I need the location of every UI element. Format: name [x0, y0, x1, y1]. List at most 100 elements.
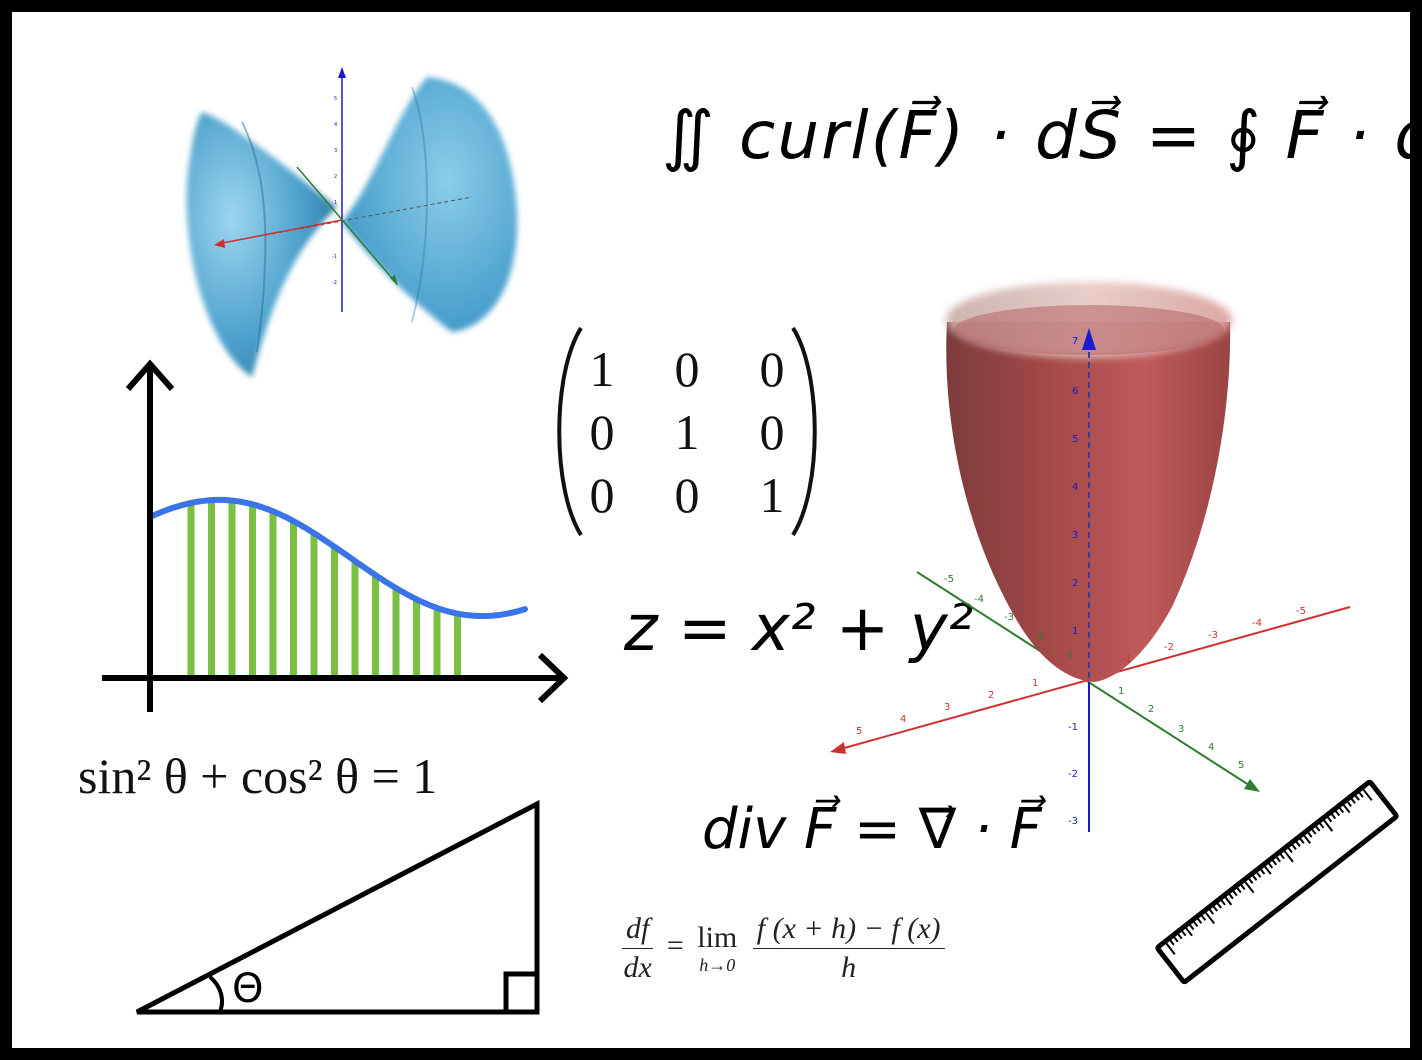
angle-arc: [208, 975, 224, 1015]
lhs-numerator: df: [622, 912, 654, 949]
rhs-numerator: f (x + h) − f (x): [752, 912, 945, 949]
hb-z-tick: 3: [334, 148, 337, 154]
ruler-tick: [1270, 857, 1278, 866]
z-tick: 2: [1072, 578, 1078, 589]
ruler-tick: [1333, 808, 1341, 817]
right-triangle: Θ: [135, 799, 540, 1015]
x-tick: 5: [856, 726, 862, 737]
riemann-bar: [228, 500, 236, 678]
triangle-outline: [135, 799, 540, 1015]
x-tick: -3: [1208, 630, 1218, 641]
rhs-fraction: f (x + h) − f (x) h: [752, 912, 945, 985]
ruler-tick: [1187, 922, 1195, 931]
ruler-tick: [1199, 913, 1207, 921]
ruler-tick: [1282, 848, 1294, 863]
matrix-cell: 1: [759, 467, 785, 523]
hb-z-tick: -2: [332, 280, 337, 286]
ruler-tick: [1168, 937, 1175, 946]
ruler-tick: [1361, 787, 1373, 801]
ruler-tick: [1239, 882, 1246, 891]
ruler-tick: [1309, 827, 1317, 835]
y-tick: 3: [1178, 724, 1184, 735]
y-tick: -1: [1064, 650, 1074, 661]
z-tick: -3: [1068, 816, 1078, 827]
stokes-theorem: ∬ curl(F⃗) · dS⃗ = ∮ F⃗ · dr⃗: [662, 97, 1422, 174]
hyperboloid-left-lobe: [186, 112, 337, 377]
identity-matrix: 1 0 0 0 1 0 0 0 1: [547, 324, 827, 539]
limit: lim h→0: [697, 921, 737, 976]
ruler-tick: [1313, 824, 1321, 832]
trig-identity: sin² θ + cos² θ = 1: [78, 748, 438, 804]
riemann-bar: [413, 599, 420, 678]
ruler-tick: [1306, 830, 1313, 838]
ruler-tick: [1219, 897, 1226, 906]
riemann-bar: [290, 521, 297, 678]
ruler-tick: [1231, 888, 1238, 897]
x-axis: [216, 219, 343, 245]
derivative-definition: df dx = lim h→0 f (x + h) − f (x) h: [622, 912, 945, 985]
riemann-bar: [433, 607, 441, 678]
z-ticks: 7 6 5 4 3 2 1 -1 -2 -3: [1068, 336, 1078, 827]
y-ticks: -5 -4 -3 -2 -1 1 2 3 4 5: [944, 574, 1244, 771]
riemann-bar: [249, 504, 256, 678]
matrix-cell: 1: [589, 341, 615, 397]
matrix-cell: 0: [759, 404, 785, 460]
divergence-equation: div F⃗ = ∇⃗ · F⃗: [702, 797, 1042, 862]
z-tick: 7: [1072, 336, 1078, 347]
ruler-tick: [1215, 900, 1222, 909]
x-tick: -4: [1252, 618, 1262, 629]
ruler-tick: [1258, 867, 1266, 875]
paraboloid-equation: z = x² + y²: [624, 592, 974, 666]
y-tick: 5: [1238, 760, 1244, 771]
y-tick: 4: [1208, 742, 1214, 753]
ruler-tick: [1250, 873, 1258, 881]
hb-z-tick: 1: [334, 200, 337, 206]
x-tick: -2: [1164, 642, 1174, 653]
ruler-tick: [1329, 811, 1337, 820]
x-tick: 2: [988, 690, 994, 701]
ruler-tick: [1302, 833, 1312, 844]
hb-z-tick: -1: [332, 254, 337, 260]
theta-label: Θ: [232, 966, 263, 1012]
x-tick: 4: [900, 714, 906, 725]
y-tick: -2: [1034, 632, 1044, 643]
ruler-tick: [1294, 839, 1301, 847]
ruler-tick: [1254, 870, 1262, 878]
ruler-tick: [1298, 836, 1305, 844]
x-tick: 3: [944, 702, 950, 713]
matrix-cell: 0: [759, 341, 785, 397]
right-angle-marker: [503, 971, 537, 1012]
riemann-bar: [351, 561, 359, 678]
ruler-tick: [1349, 796, 1356, 804]
riemann-sum-graph: [102, 359, 569, 712]
lhs-denominator: dx: [623, 951, 652, 984]
ruler-tick: [1207, 907, 1215, 915]
y-tick: -5: [944, 574, 954, 585]
riemann-bar: [392, 588, 400, 678]
ruler-tick: [1223, 894, 1233, 906]
ruler-icon: [1155, 779, 1399, 985]
lim-subscript: h→0: [699, 955, 736, 975]
ruler-tick: [1337, 805, 1345, 814]
ruler-tick: [1325, 814, 1333, 823]
matrix-cell: 0: [674, 467, 700, 523]
y-tick: -3: [1004, 612, 1014, 623]
riemann-bar: [310, 533, 318, 678]
riemann-bar: [208, 500, 215, 678]
ruler-tick: [1211, 904, 1218, 912]
right-paren: [791, 326, 817, 537]
z-tick: 5: [1072, 434, 1078, 445]
ruler-tick: [1357, 790, 1364, 798]
ruler-tick: [1286, 845, 1293, 854]
ruler-tick: [1353, 793, 1360, 801]
x-ticks: 5 4 3 2 1 -1 -2 -3 -4 -5: [856, 606, 1306, 737]
riemann-bar: [331, 546, 338, 678]
ruler-tick: [1274, 854, 1281, 863]
riemann-bar: [372, 575, 379, 678]
riemann-bars: [187, 500, 461, 678]
ruler-tick: [1172, 934, 1179, 943]
z-tick: 1: [1072, 626, 1078, 637]
y-tick: 1: [1118, 686, 1124, 697]
matrix-cell: 1: [674, 404, 700, 460]
ruler-tick: [1278, 851, 1285, 860]
